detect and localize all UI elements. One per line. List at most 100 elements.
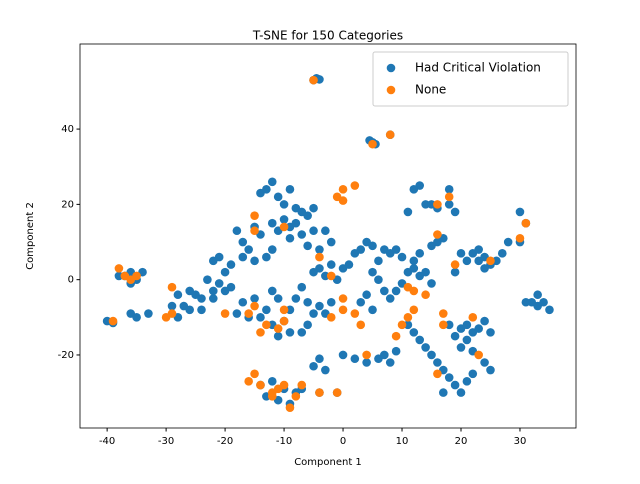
point: [350, 309, 360, 318]
point: [250, 369, 259, 379]
point: [368, 267, 377, 277]
point: [132, 313, 141, 322]
point: [208, 294, 218, 303]
point: [427, 350, 436, 360]
point: [462, 335, 472, 345]
point: [256, 328, 265, 337]
point: [397, 320, 407, 330]
plot-frame: [79, 43, 577, 429]
y-tick-label: 40: [61, 124, 74, 135]
point: [303, 297, 312, 307]
point: [368, 305, 377, 315]
point: [332, 192, 342, 202]
point: [486, 365, 495, 375]
point: [291, 218, 301, 228]
chart-title: T-SNE for 150 Categories: [252, 29, 403, 43]
point: [273, 331, 283, 341]
point: [250, 211, 259, 220]
x-tick-label: -40: [99, 436, 115, 447]
point: [521, 218, 531, 228]
point: [433, 200, 442, 209]
point: [220, 267, 230, 277]
point: [462, 377, 472, 386]
point: [474, 245, 483, 254]
point: [462, 256, 472, 266]
point: [385, 294, 395, 303]
point: [250, 294, 259, 303]
x-tick-label: -30: [158, 436, 174, 447]
point: [315, 354, 324, 364]
point: [433, 358, 442, 367]
point: [315, 388, 324, 397]
point: [226, 260, 236, 269]
legend-label: None: [415, 83, 446, 97]
point: [244, 309, 253, 318]
point: [415, 249, 425, 258]
point: [515, 207, 525, 217]
point: [267, 177, 277, 187]
point: [391, 245, 401, 254]
point: [421, 200, 430, 209]
point: [397, 252, 407, 262]
point: [309, 226, 318, 236]
point: [197, 294, 206, 303]
point: [338, 305, 348, 315]
x-tick-label: -20: [217, 436, 233, 447]
point: [326, 313, 336, 322]
point: [391, 346, 401, 356]
point: [232, 226, 242, 236]
point: [321, 365, 330, 375]
point: [374, 256, 383, 266]
point: [521, 297, 531, 307]
point: [450, 331, 460, 341]
point: [545, 305, 554, 315]
point: [208, 286, 218, 296]
point: [256, 313, 265, 322]
point: [285, 233, 295, 243]
point: [238, 237, 248, 247]
y-tick-label: 20: [61, 199, 74, 210]
point: [344, 260, 354, 269]
point: [450, 207, 460, 217]
point: [462, 320, 472, 330]
x-tick-label: 0: [340, 436, 346, 447]
point: [444, 192, 454, 202]
point: [503, 237, 513, 247]
point: [391, 286, 401, 296]
point: [220, 309, 230, 318]
point: [244, 245, 253, 254]
point: [279, 200, 289, 209]
point: [474, 324, 483, 333]
point: [326, 237, 336, 247]
point: [391, 331, 401, 341]
point: [332, 388, 342, 397]
point: [250, 301, 259, 311]
point: [279, 316, 289, 326]
point: [262, 305, 271, 315]
point: [409, 286, 419, 296]
point: [433, 369, 442, 379]
point: [533, 290, 542, 300]
x-tick-label: 20: [455, 436, 468, 447]
point: [368, 241, 377, 251]
point: [291, 294, 301, 303]
point: [279, 222, 289, 232]
y-tick-label: -20: [58, 350, 74, 361]
point: [309, 75, 318, 85]
point: [433, 230, 442, 239]
point: [421, 290, 430, 300]
point: [403, 320, 413, 330]
point: [326, 297, 336, 307]
point: [267, 218, 277, 228]
point: [297, 230, 307, 239]
point: [403, 313, 413, 322]
point: [350, 354, 360, 364]
point: [262, 185, 271, 194]
point: [338, 185, 348, 194]
point: [238, 297, 248, 307]
point: [232, 309, 242, 318]
legend-marker: [386, 63, 396, 73]
point: [114, 264, 124, 273]
point: [456, 388, 466, 397]
